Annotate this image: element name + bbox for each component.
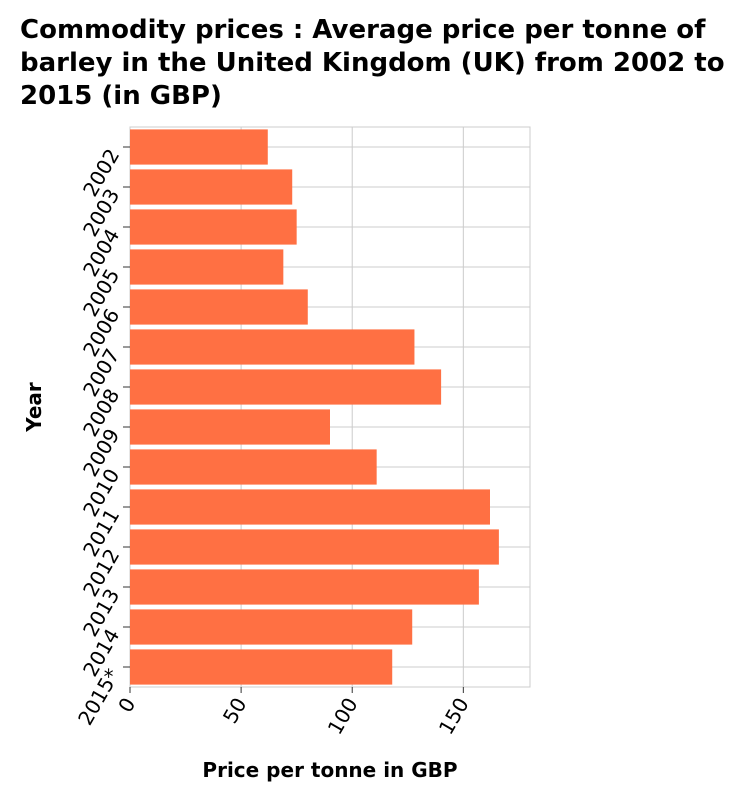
bar-2008 — [130, 369, 442, 405]
x-tick-label: 50 — [218, 694, 252, 728]
bar-2014 — [130, 609, 413, 645]
bar-2005 — [130, 249, 284, 285]
bar-2011 — [130, 489, 490, 525]
x-tick-label: 150 — [434, 694, 474, 739]
bar-2013 — [130, 569, 479, 605]
bar-2009 — [130, 409, 330, 445]
bar-2010 — [130, 449, 377, 485]
x-axis-label: Price per tonne in GBP — [202, 758, 457, 782]
bar-2002 — [130, 129, 268, 165]
y-axis-label: Year — [22, 382, 46, 433]
bar-2015-star — [130, 649, 393, 685]
bar-2004 — [130, 209, 297, 245]
bar-2003 — [130, 169, 293, 205]
bars — [130, 129, 499, 685]
bar-2007 — [130, 329, 415, 365]
bar-2006 — [130, 289, 308, 325]
chart-title: Commodity prices : Average price per ton… — [20, 15, 725, 111]
x-tick-label: 0 — [113, 694, 140, 717]
x-tick-label: 100 — [323, 694, 363, 739]
bar-2012 — [130, 529, 499, 565]
